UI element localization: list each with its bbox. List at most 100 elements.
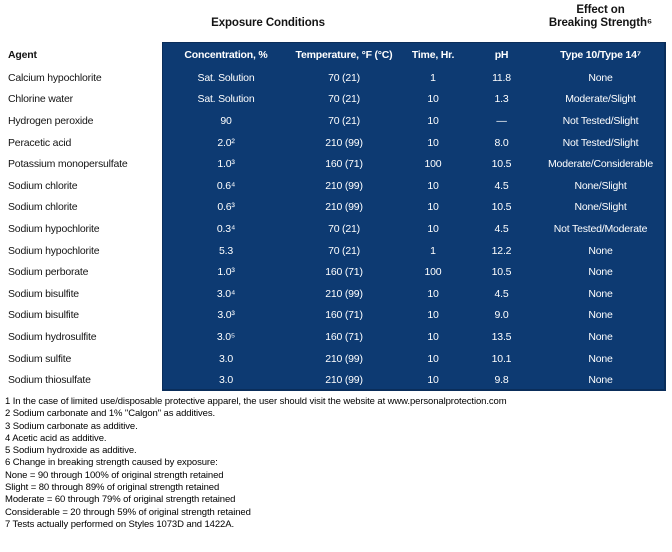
agent-cell: Calcium hypochlorite	[8, 71, 102, 84]
exposure-conditions-title: Exposure Conditions	[211, 17, 325, 29]
concentration-cell: 1.0³	[217, 266, 235, 279]
effect-cell: None/Slight	[574, 201, 627, 214]
time-cell: 10	[427, 330, 439, 343]
concentration-cell: 0.3⁴	[216, 222, 236, 235]
ph-cell: 9.8	[494, 374, 509, 387]
time-cell: 10	[427, 352, 439, 365]
concentration-cell: Sat. Solution	[197, 93, 255, 106]
ph-cell: 12.2	[491, 244, 512, 257]
agent-cell: Sodium sulfite	[8, 352, 72, 365]
effect-cell: Not Tested/Moderate	[553, 222, 648, 235]
effect-on-breaking-strength-title: Effect on Breaking Strength⁶	[533, 4, 668, 30]
concentration-cell: 5.3	[219, 244, 233, 257]
column-header-temperature: Temperature, °F (°C)	[295, 48, 393, 61]
temperature-cell: 160 (71)	[325, 158, 363, 171]
column-header-concentration: Concentration, %	[184, 48, 268, 61]
time-cell: 10	[427, 179, 439, 192]
concentration-cell: 3.0	[219, 374, 233, 387]
effect-cell: Moderate/Slight	[565, 93, 636, 106]
time-cell: 10	[427, 287, 439, 300]
footnotes: 1 In the case of limited use/disposable …	[5, 396, 665, 531]
effect-title-line1: Effect on	[576, 4, 625, 16]
footnote-line: None = 90 through 100% of original stren…	[5, 469, 224, 481]
table-grid: Agent Concentration, % Temperature, °F (…	[0, 42, 666, 391]
temperature-cell: 70 (21)	[328, 222, 360, 235]
effect-cell: None	[588, 330, 613, 343]
agent-cell: Sodium hypochlorite	[8, 222, 100, 235]
time-cell: 1	[430, 71, 436, 84]
time-cell: 10	[427, 309, 439, 322]
temperature-cell: 210 (99)	[325, 201, 363, 214]
footnote-line: 5 Sodium hydroxide as additive.	[5, 445, 137, 457]
concentration-cell: 0.6³	[217, 201, 235, 214]
temperature-cell: 70 (21)	[328, 114, 360, 127]
ph-cell: 1.3	[494, 93, 509, 106]
agent-cell: Peracetic acid	[8, 136, 72, 149]
ph-cell: 10.5	[491, 158, 512, 171]
ph-cell: 8.0	[494, 136, 509, 149]
temperature-cell: 210 (99)	[325, 374, 363, 387]
temperature-cell: 70 (21)	[328, 93, 360, 106]
ph-cell: 10.5	[491, 266, 512, 279]
footnote-line: 4 Acetic acid as additive.	[5, 432, 107, 444]
concentration-cell: 3.0	[219, 352, 233, 365]
footnote-line: Moderate = 60 through 79% of original st…	[5, 494, 236, 506]
effect-cell: None	[588, 374, 613, 387]
agent-cell: Sodium bisulfite	[8, 287, 79, 300]
temperature-cell: 160 (71)	[325, 309, 363, 322]
temperature-cell: 70 (21)	[328, 71, 360, 84]
agent-cell: Sodium thiosulfate	[8, 374, 91, 387]
effect-cell: Not Tested/Slight	[562, 114, 639, 127]
ph-cell: 10.5	[491, 201, 512, 214]
temperature-cell: 210 (99)	[325, 287, 363, 300]
temperature-cell: 160 (71)	[325, 266, 363, 279]
footnote-line: 1 In the case of limited use/disposable …	[5, 396, 507, 407]
agent-cell: Sodium perborate	[8, 266, 89, 279]
ph-cell: —	[496, 114, 507, 127]
effect-cell: None	[588, 309, 613, 322]
agent-cell: Chlorine water	[8, 93, 73, 106]
footnote-line: 6 Change in breaking strength caused by …	[5, 457, 218, 469]
footnote-line: 2 Sodium carbonate and 1% "Calgon" as ad…	[5, 408, 216, 420]
ph-cell: 10.1	[491, 352, 512, 365]
time-cell: 100	[424, 266, 442, 279]
concentration-cell: 3.0⁴	[216, 287, 236, 300]
effect-cell: Not Tested/Slight	[562, 136, 639, 149]
concentration-cell: 3.0⁵	[216, 330, 236, 343]
column-header-time: Time, Hr.	[411, 48, 455, 61]
concentration-cell: Sat. Solution	[197, 71, 255, 84]
ph-cell: 13.5	[491, 330, 512, 343]
agent-cell: Hydrogen peroxide	[8, 114, 94, 127]
concentration-cell: 2.0²	[217, 136, 235, 149]
temperature-cell: 210 (99)	[325, 179, 363, 192]
effect-cell: None/Slight	[574, 179, 627, 192]
exposure-table: Agent Concentration, % Temperature, °F (…	[0, 42, 666, 391]
effect-cell: None	[588, 287, 613, 300]
table-blue-panel	[162, 42, 666, 391]
temperature-cell: 210 (99)	[325, 352, 363, 365]
effect-title-line2: Breaking Strength⁶	[548, 17, 653, 29]
time-cell: 1	[430, 244, 436, 257]
time-cell: 10	[427, 93, 439, 106]
temperature-cell: 160 (71)	[325, 330, 363, 343]
concentration-cell: 0.6⁴	[216, 179, 236, 192]
footnote-line: Considerable = 20 through 59% of origina…	[5, 506, 251, 518]
effect-cell: Moderate/Considerable	[548, 158, 653, 171]
agent-cell: Potassium monopersulfate	[8, 158, 128, 171]
time-cell: 10	[427, 114, 439, 127]
ph-cell: 11.8	[492, 71, 511, 84]
ph-cell: 4.5	[494, 179, 509, 192]
effect-cell: None	[588, 71, 613, 84]
column-header-ph: pH	[494, 48, 509, 61]
agent-cell: Sodium hypochlorite	[8, 244, 100, 257]
temperature-cell: 70 (21)	[328, 244, 360, 257]
effect-cell: None	[588, 244, 613, 257]
footnote-line: 7 Tests actually performed on Styles 107…	[5, 518, 234, 530]
column-header-type10-type14: Type 10/Type 14⁷	[560, 48, 641, 61]
time-cell: 10	[427, 374, 439, 387]
agent-cell: Sodium chlorite	[8, 201, 78, 214]
agent-cell: Sodium chlorite	[8, 179, 78, 192]
temperature-cell: 210 (99)	[325, 136, 363, 149]
concentration-cell: 1.0³	[217, 158, 235, 171]
agent-cell: Sodium hydrosulfite	[8, 330, 97, 343]
